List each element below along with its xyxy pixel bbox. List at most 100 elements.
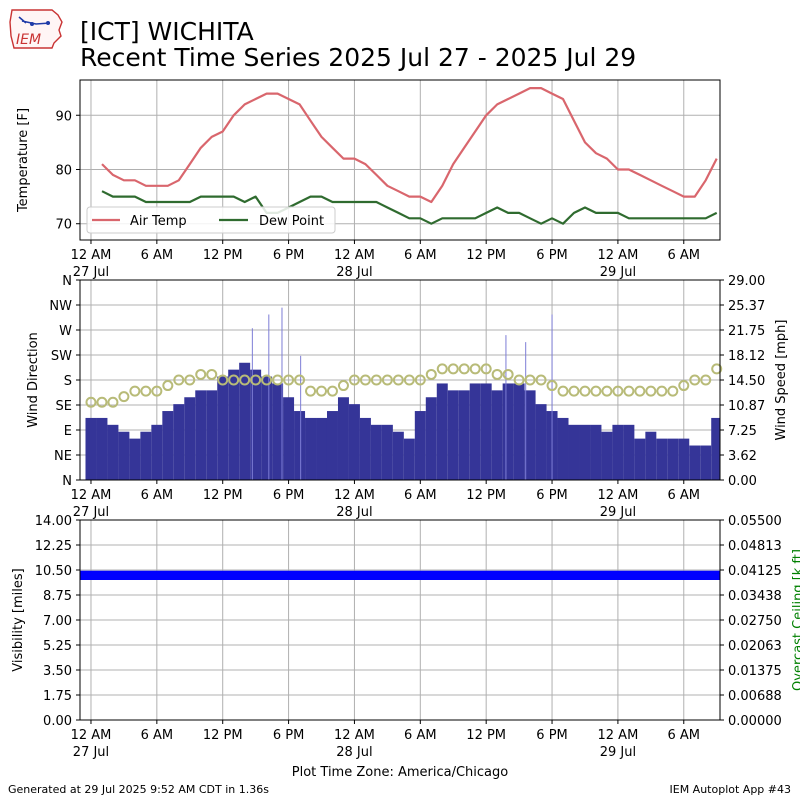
y2-tick-label: 25.37 — [728, 299, 765, 314]
y-tick-label: 70 — [55, 218, 72, 233]
y-tick-label: SE — [56, 399, 72, 414]
wind-direction-point — [184, 374, 196, 386]
x-tick-date-label: 28 Jul — [336, 505, 372, 520]
y-tick-label: N — [62, 474, 72, 489]
y2-tick-label: 0.04813 — [728, 539, 782, 554]
x-tick-label: 12 AM — [334, 728, 375, 743]
wind-direction-point — [689, 374, 701, 386]
x-tick-date-label: 28 Jul — [336, 745, 372, 760]
y-tick-label: 10.50 — [35, 564, 72, 579]
wind-direction-point — [118, 391, 130, 403]
y2-axis-label: Overcast Ceiling [k ft] — [791, 549, 800, 691]
wind-speed-bar — [568, 424, 580, 480]
x-tick-label: 6 PM — [536, 248, 567, 263]
wind-direction-point — [107, 396, 119, 408]
wind-speed-bar — [370, 424, 382, 480]
dew-point-line — [101, 190, 718, 225]
wind-direction-point — [524, 374, 536, 386]
wind-direction-point — [447, 363, 459, 375]
x-tick-label: 6 AM — [404, 728, 437, 743]
wind-direction-point — [305, 385, 317, 397]
y2-tick-label: 29.00 — [728, 274, 765, 289]
wind-direction-point — [458, 363, 470, 375]
wind-direction-point — [700, 374, 712, 386]
wind-speed-bar — [590, 424, 602, 480]
wind-speed-bar — [107, 424, 119, 480]
y2-tick-label: 0.04125 — [728, 564, 782, 579]
wind-speed-bar — [502, 383, 514, 480]
wind-direction-point — [645, 385, 657, 397]
x-tick-label: 12 AM — [598, 488, 639, 503]
wind-speed-bar — [272, 383, 284, 480]
x-tick-label: 12 AM — [334, 488, 375, 503]
x-tick-label: 6 AM — [668, 488, 701, 503]
y-tick-label: 14.00 — [35, 514, 72, 529]
wind-speed-bar — [162, 411, 174, 480]
x-tick-label: 6 AM — [404, 488, 437, 503]
wind-speed-bar — [513, 383, 525, 480]
wind-speed-bar — [535, 404, 547, 480]
wind-direction-point — [173, 374, 185, 386]
wind-speed-bar — [469, 383, 481, 480]
y-tick-label: NW — [49, 299, 72, 314]
y2-tick-label: 21.75 — [728, 324, 765, 339]
wind-direction-point — [239, 374, 251, 386]
wind-direction-point — [151, 385, 163, 397]
wind-speed-bar — [645, 431, 657, 480]
wind-direction-point — [206, 368, 218, 380]
chart-subtitle: Recent Time Series 2025 Jul 27 - 2025 Ju… — [80, 43, 637, 72]
y2-tick-label: 0.00 — [728, 474, 757, 489]
wind-direction-point — [195, 368, 207, 380]
generated-note: Generated at 29 Jul 2025 9:52 AM CDT in … — [8, 783, 269, 796]
y2-tick-label: 0.00688 — [728, 689, 782, 704]
wind-speed-bar — [524, 390, 536, 480]
wind-direction-point — [217, 374, 229, 386]
y-tick-label: 5.25 — [43, 639, 72, 654]
y2-tick-label: 0.05500 — [728, 514, 782, 529]
wind-direction-point — [623, 385, 635, 397]
x-tick-label: 6 AM — [141, 248, 174, 263]
y2-tick-label: 14.50 — [728, 374, 765, 389]
y-tick-label: 3.50 — [43, 664, 72, 679]
wind-speed-bar — [337, 397, 349, 480]
x-tick-label: 6 AM — [404, 248, 437, 263]
x-tick-date-label: 28 Jul — [336, 265, 372, 280]
x-tick-label: 12 AM — [598, 248, 639, 263]
y-tick-label: 8.75 — [43, 589, 72, 604]
x-tick-label: 12 AM — [71, 728, 112, 743]
wind-direction-point — [129, 385, 141, 397]
wind-direction-point — [491, 368, 503, 380]
wind-direction-point — [667, 385, 679, 397]
legend: Air Temp Dew Point — [86, 206, 336, 234]
x-tick-date-label: 27 Jul — [73, 745, 109, 760]
wind-speed-bar — [601, 431, 613, 480]
x-tick-label: 6 AM — [668, 728, 701, 743]
y-axis-label: Wind Direction — [26, 332, 41, 428]
x-tick-label: 12 PM — [466, 248, 506, 263]
wind-speed-bar — [118, 431, 130, 480]
x-tick-label: 6 PM — [273, 488, 304, 503]
wind-speed-bar — [239, 362, 251, 480]
x-tick-label: 12 AM — [71, 248, 112, 263]
y2-tick-label: 0.02063 — [728, 639, 782, 654]
wind-direction-point — [513, 374, 525, 386]
wind-direction-point — [678, 380, 690, 392]
x-tick-label: 12 PM — [466, 728, 506, 743]
wind-speed-bar — [85, 417, 97, 480]
wind-speed-bar — [700, 445, 712, 480]
wind-direction-point — [96, 396, 108, 408]
plot-frame — [79, 279, 721, 481]
wind-direction-point — [590, 385, 602, 397]
logo-text: IEM — [16, 32, 41, 48]
visibility-band — [80, 570, 720, 580]
wind-speed-bar — [436, 383, 448, 480]
wind-speed-bar — [195, 390, 207, 480]
x-tick-label: 6 PM — [536, 488, 567, 503]
wind-speed-bar — [634, 438, 646, 480]
wind-direction-point — [601, 385, 613, 397]
wind-direction-point — [250, 374, 262, 386]
iem-logo: IEM — [9, 9, 63, 49]
wind-speed-bar — [711, 417, 720, 480]
y2-tick-label: 0.01375 — [728, 664, 782, 679]
